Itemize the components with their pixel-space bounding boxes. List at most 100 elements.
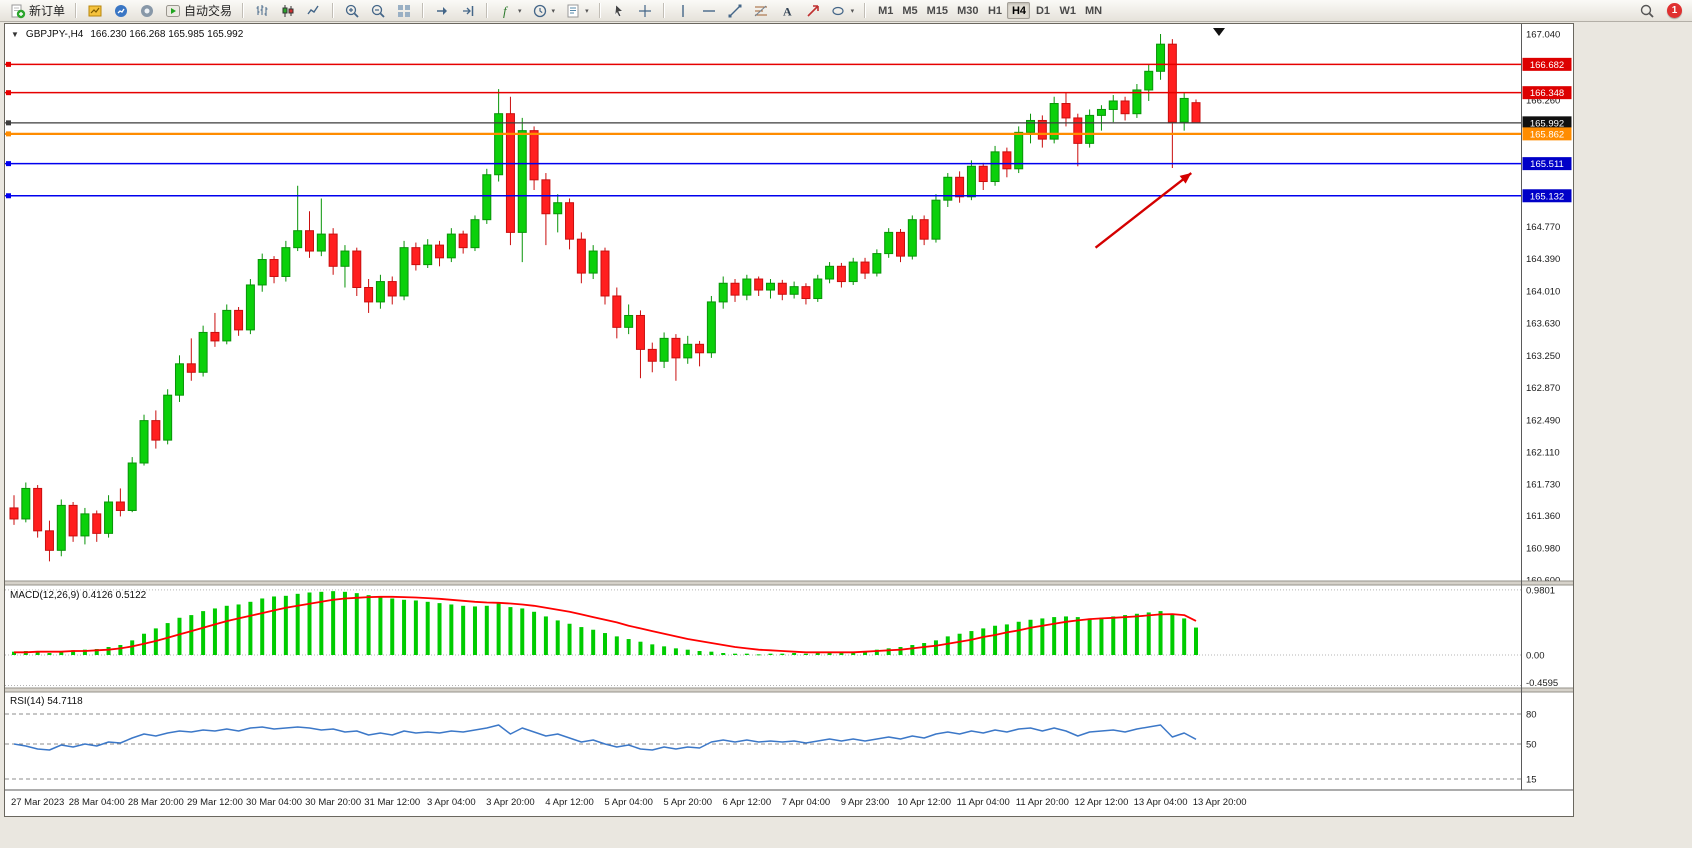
zoom-in-button[interactable] [340, 1, 364, 21]
macd-histogram-bar [1134, 613, 1139, 655]
candle-body [813, 278, 823, 300]
macd-histogram-bar [71, 650, 76, 655]
macd-histogram-bar [1004, 624, 1009, 655]
charts-button[interactable] [83, 1, 107, 21]
vertical-line-button[interactable] [671, 1, 695, 21]
fibonacci-icon [753, 3, 769, 19]
line-chart-button[interactable] [302, 1, 326, 21]
vertical-line-icon [675, 3, 691, 19]
annotation-arrow-head[interactable] [1179, 173, 1192, 184]
fibonacci-button[interactable] [749, 1, 773, 21]
x-axis-label: 11 Apr 04:00 [957, 797, 1010, 808]
candlestick-chart-icon [280, 3, 296, 19]
candle-body [281, 247, 291, 277]
market-watch-button[interactable] [109, 1, 133, 21]
crosshair-button[interactable] [633, 1, 657, 21]
candle-body [671, 337, 681, 359]
auto-scroll-button[interactable] [430, 1, 454, 21]
candle-bull [222, 304, 232, 345]
periods-button[interactable]: ▾ [528, 1, 560, 21]
text-button[interactable]: A [775, 1, 799, 21]
autotrade-button[interactable]: 自动交易 [161, 1, 236, 21]
candlestick-chart-button[interactable] [276, 1, 300, 21]
timeframe-m15-button[interactable]: M15 [923, 2, 952, 19]
annotation-arrow-line[interactable] [1094, 172, 1193, 249]
candle-body [1108, 100, 1118, 110]
timeframe-m1-button[interactable]: M1 [874, 2, 897, 19]
timeframe-w1-button[interactable]: W1 [1055, 2, 1080, 19]
timeframe-d1-button[interactable]: D1 [1031, 2, 1054, 19]
arrow-label-button[interactable] [801, 1, 825, 21]
macd-histogram-bar [780, 653, 785, 655]
panel-splitter[interactable] [5, 581, 1573, 585]
x-axis-label: 4 Apr 12:00 [545, 797, 594, 808]
timeframe-mn-button[interactable]: MN [1081, 2, 1106, 19]
candle-body [44, 530, 54, 551]
candle-body [896, 231, 905, 257]
candle-bull [659, 332, 669, 369]
candle-body [269, 259, 279, 277]
rsi-panel: 80 50 15 [5, 710, 1537, 786]
macd-histogram-bar [1194, 627, 1198, 655]
candle-body [364, 287, 374, 303]
panel-splitter[interactable] [5, 688, 1573, 692]
navigator-button[interactable] [135, 1, 159, 21]
macd-histogram-bar [898, 647, 903, 655]
candle-bear [387, 276, 397, 305]
candle-body [293, 230, 303, 249]
new-order-button[interactable]: 新订单 [6, 1, 69, 21]
tile-windows-button[interactable] [392, 1, 416, 21]
macd-histogram-bar [1052, 617, 1057, 655]
horizontal-line-button[interactable] [697, 1, 721, 21]
indicators-button[interactable]: f ▾ [494, 1, 526, 21]
timeframe-m5-button[interactable]: M5 [898, 2, 921, 19]
candle-body [1085, 114, 1095, 144]
candle-body [1167, 43, 1177, 123]
timeframe-m30-button[interactable]: M30 [953, 2, 982, 19]
candle-body [754, 278, 764, 291]
cursor-button[interactable] [607, 1, 631, 21]
chart-shift-button[interactable] [456, 1, 480, 21]
candle-bear [269, 256, 279, 284]
candle-bull [943, 173, 953, 207]
candle-body [1179, 97, 1189, 123]
candle-body [1132, 89, 1142, 115]
candle-bear [1037, 115, 1047, 148]
candle-bull [742, 274, 752, 301]
tile-windows-icon [396, 3, 412, 19]
trendline-button[interactable] [723, 1, 747, 21]
candle-bear [612, 287, 622, 339]
macd-histogram-bar [508, 607, 513, 655]
candle-bear [151, 410, 161, 449]
macd-histogram-bar [94, 649, 99, 655]
shapes-button[interactable]: ▾ [827, 1, 859, 21]
candle-body [931, 199, 941, 240]
macd-histogram-bar [201, 611, 206, 655]
search-button[interactable] [1635, 1, 1659, 21]
candle-bull [1144, 64, 1154, 101]
candle-body [352, 250, 362, 288]
templates-button[interactable]: ▾ [561, 1, 593, 21]
candle-bull [1049, 96, 1059, 144]
zoom-out-button[interactable] [366, 1, 390, 21]
x-axis-label: 30 Mar 20:00 [305, 797, 361, 808]
shift-end-marker[interactable] [1213, 28, 1225, 36]
candle-bull [872, 249, 882, 277]
macd-histogram-bar [224, 605, 229, 655]
candle-body [328, 233, 338, 267]
candle-body [423, 244, 433, 266]
macd-histogram-bar [567, 623, 572, 655]
timeframe-h1-button[interactable]: H1 [983, 2, 1006, 19]
x-axis-label: 27 Mar 2023 [11, 797, 64, 808]
timeframe-h4-button[interactable]: H4 [1007, 2, 1031, 19]
macd-histogram-bar [449, 604, 454, 655]
notification-badge[interactable]: 1 [1667, 3, 1682, 18]
macd-histogram-bar [851, 651, 856, 655]
line-anchor [6, 120, 11, 126]
candle-body [505, 113, 515, 233]
candle-bear [115, 488, 125, 517]
bar-chart-button[interactable] [250, 1, 274, 21]
candle-bear [9, 495, 19, 525]
candle-bear [352, 247, 362, 296]
candle-body [340, 250, 350, 267]
